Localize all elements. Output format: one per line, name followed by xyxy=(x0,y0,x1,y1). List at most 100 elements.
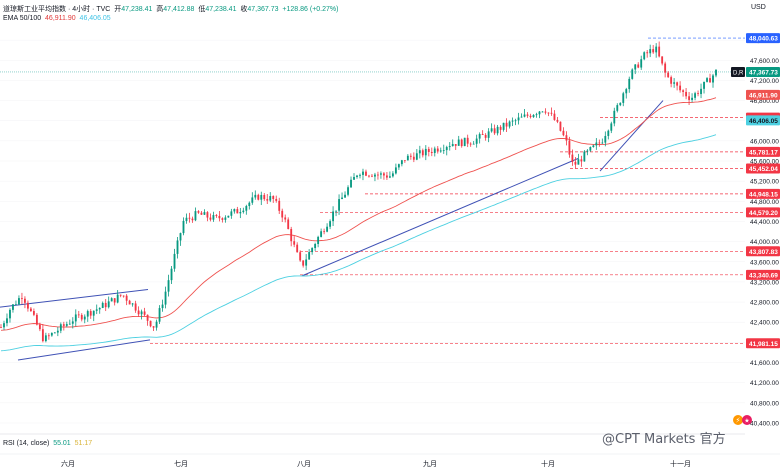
candle xyxy=(655,43,658,58)
candle xyxy=(403,160,406,163)
candle xyxy=(182,217,185,236)
candle xyxy=(62,321,65,331)
trendline[interactable] xyxy=(17,339,151,361)
candle xyxy=(451,139,454,147)
candle xyxy=(71,317,74,329)
candle xyxy=(529,113,532,119)
candle xyxy=(89,309,92,319)
candle xyxy=(397,163,400,170)
level-price-tag: 43,807.83 xyxy=(746,246,780,257)
candle xyxy=(299,250,302,262)
candle xyxy=(697,90,699,97)
x-label-aug: 八月 xyxy=(297,461,311,468)
candle xyxy=(481,130,484,136)
candle xyxy=(197,210,200,214)
candle xyxy=(236,206,239,214)
candle xyxy=(526,112,529,118)
candle xyxy=(110,297,113,302)
candle xyxy=(188,212,191,223)
price-tags: 48,040.6346,461.5145,781.1745,452.0444,9… xyxy=(731,33,780,349)
ema50-value: 46,911.90 xyxy=(45,15,76,22)
candle xyxy=(251,192,254,205)
candle xyxy=(131,302,134,307)
candle xyxy=(508,120,511,129)
candle xyxy=(332,206,334,226)
candle xyxy=(628,76,631,93)
candle xyxy=(565,131,568,146)
candle xyxy=(514,118,517,126)
candle xyxy=(622,91,625,107)
rsi-value: 55.01 xyxy=(53,440,71,447)
candle xyxy=(308,249,311,260)
candle xyxy=(619,102,622,107)
currency-label[interactable]: USD xyxy=(751,4,766,11)
rsi-label[interactable]: RSI (14, close) xyxy=(3,440,50,447)
x-label-sep: 九月 xyxy=(423,461,437,468)
candle xyxy=(418,145,421,159)
tv-icon-pink[interactable]: ★ xyxy=(742,415,752,425)
candle xyxy=(53,332,56,334)
rsi-legend[interactable]: RSI (14, close) 55.01 51.17 xyxy=(3,440,92,447)
candle xyxy=(44,332,47,343)
candle xyxy=(224,215,227,223)
y-tick-label: 41,200.00 xyxy=(750,380,779,387)
candle xyxy=(682,89,685,97)
candle xyxy=(547,112,550,117)
candle xyxy=(667,71,670,78)
candle xyxy=(296,242,299,253)
level-price-tag: 45,781.17 xyxy=(746,146,780,157)
candle xyxy=(544,108,547,115)
last-price-flag[interactable]: D,R xyxy=(731,66,745,77)
candle xyxy=(56,326,59,337)
ema50-price-tag: 46,911.90 xyxy=(746,89,780,100)
x-label-nov: 十一月 xyxy=(670,461,691,468)
candle xyxy=(86,309,89,322)
candle xyxy=(610,121,613,134)
level-price-tag: 41,981.15 xyxy=(746,338,780,349)
symbol-legend[interactable]: 道琼斯工业平均指数 · 4小时 · TVC 开47,238.41 高47,412… xyxy=(3,4,338,14)
level-price-tag: 43,340.69 xyxy=(746,269,780,280)
open-value: 47,238.41 xyxy=(121,6,153,13)
candle xyxy=(505,118,508,132)
candle xyxy=(65,321,68,328)
ema-label[interactable]: EMA 50/100 xyxy=(3,15,42,22)
candle xyxy=(517,112,520,125)
low-value: 47,238.41 xyxy=(205,6,237,13)
svg-text:⚡: ⚡ xyxy=(736,417,741,425)
candle xyxy=(134,300,137,313)
candle xyxy=(598,139,601,147)
watermark: @CPT Markets 官方 xyxy=(602,432,726,447)
ema-legend[interactable]: EMA 50/100 46,911.90 46,406.05 xyxy=(3,15,111,22)
candle xyxy=(646,49,649,58)
x-label-oct: 十月 xyxy=(541,461,555,468)
candle xyxy=(709,73,711,83)
candle xyxy=(242,207,245,214)
candle xyxy=(317,235,320,248)
candle xyxy=(152,326,155,331)
candle xyxy=(595,138,598,150)
candle xyxy=(625,87,628,99)
candle xyxy=(442,144,445,154)
svg-text:43,807.83: 43,807.83 xyxy=(749,249,778,256)
candle xyxy=(98,307,101,314)
candle xyxy=(445,145,448,156)
candle xyxy=(260,191,263,206)
candle xyxy=(673,78,676,88)
x-label-jul: 七月 xyxy=(174,461,188,468)
tv-icon-orange[interactable]: ⚡ xyxy=(733,415,743,425)
candle xyxy=(113,298,116,306)
x-label-jun: 六月 xyxy=(61,461,75,468)
symbol-name[interactable]: 道琼斯工业平均指数 · 4小时 · TVC xyxy=(3,6,111,13)
trendline[interactable] xyxy=(599,100,664,172)
candle xyxy=(215,214,218,218)
candle xyxy=(391,171,394,178)
candle xyxy=(284,214,287,223)
candle xyxy=(341,192,343,200)
candle xyxy=(230,208,233,219)
trendline[interactable] xyxy=(301,158,579,277)
candle xyxy=(688,91,691,106)
candle xyxy=(577,153,580,165)
candle xyxy=(385,172,388,180)
candle xyxy=(344,191,346,198)
